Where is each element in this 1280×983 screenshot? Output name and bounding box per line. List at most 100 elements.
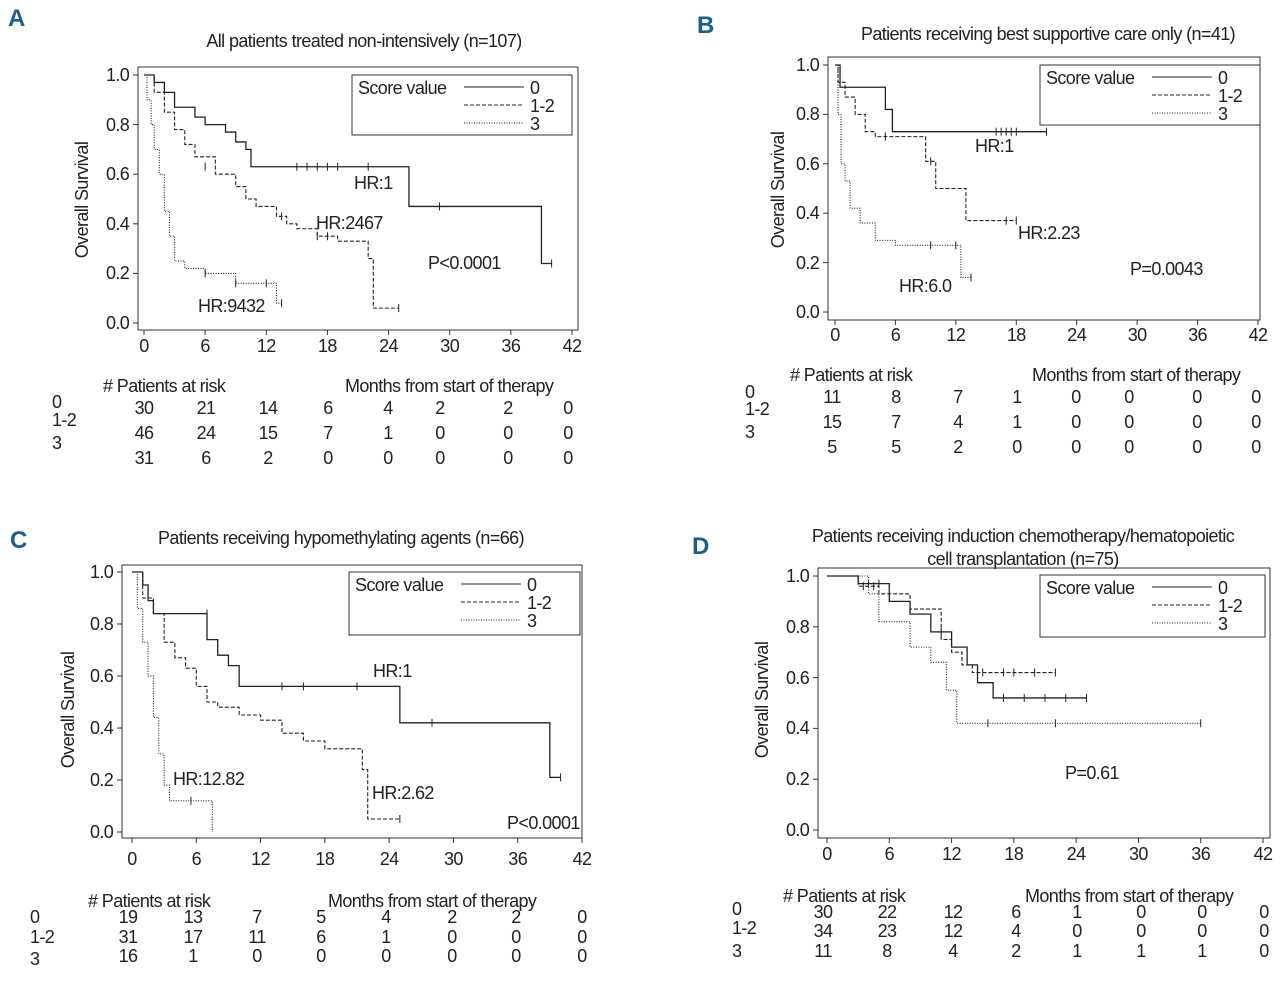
risk-count: 8 <box>882 941 892 961</box>
survival-curve-3 <box>132 571 213 832</box>
panel-label: C <box>10 527 28 554</box>
legend-entry: 3 <box>1218 614 1228 634</box>
risk-count: 2 <box>511 907 521 927</box>
x-tick-label: 6 <box>200 336 210 356</box>
survival-curve-1-2 <box>132 571 400 820</box>
x-tick-label: 6 <box>884 844 895 864</box>
survival-curve-0 <box>144 74 552 265</box>
legend-box <box>348 571 581 636</box>
p-value-label: P=0.61 <box>1065 763 1120 783</box>
risk-count: 0 <box>1192 387 1202 407</box>
legend-entry: 1-2 <box>527 593 552 613</box>
y-tick-label: 1.0 <box>106 65 130 85</box>
y-tick-label: 0.0 <box>796 302 820 322</box>
y-tick-label: 1.0 <box>90 562 114 582</box>
risk-count: 0 <box>383 448 393 468</box>
chart-title: Patients receiving hypomethylating agent… <box>158 528 525 548</box>
risk-count: 0 <box>1259 921 1269 941</box>
plot-frame <box>121 564 583 839</box>
risk-count: 0 <box>1124 412 1134 432</box>
legend-title: Score value <box>1046 68 1135 88</box>
x-tick-label: 6 <box>191 849 202 869</box>
x-tick-label: 24 <box>1066 844 1086 864</box>
legend-entry: 3 <box>1218 104 1228 124</box>
x-tick-label: 0 <box>127 849 137 869</box>
risk-count: 2 <box>263 448 273 468</box>
legend-entry: 3 <box>530 114 540 134</box>
risk-count: 0 <box>1192 437 1202 457</box>
risk-count: 0 <box>1197 921 1207 941</box>
y-tick-label: 0.2 <box>786 769 810 790</box>
risk-count: 0 <box>1197 902 1207 922</box>
y-tick-label: 0.4 <box>106 213 130 234</box>
risk-count: 1 <box>383 423 393 443</box>
risk-count: 0 <box>563 398 573 418</box>
survival-curve-0 <box>835 64 1047 133</box>
risk-count: 0 <box>435 423 445 443</box>
y-tick-label: 1.0 <box>796 55 820 75</box>
risk-count: 6 <box>323 398 333 418</box>
risk-group-label: 0 <box>745 382 755 402</box>
x-tick-label: 42 <box>562 336 582 356</box>
risk-count: 2 <box>503 398 513 418</box>
x-tick-label: 36 <box>1188 325 1207 345</box>
x-axis-label: Months from start of therapy <box>328 891 537 911</box>
risk-count: 5 <box>891 437 901 457</box>
x-tick-label: 30 <box>440 336 460 356</box>
risk-count: 0 <box>1124 437 1134 457</box>
x-tick-label: 18 <box>1004 844 1024 864</box>
legend-entry: 0 <box>1218 68 1228 88</box>
hazard-ratio-label: HR:1 <box>354 173 393 193</box>
survival-curve-0 <box>132 571 561 779</box>
y-tick-label: 0.0 <box>786 820 810 840</box>
risk-count: 8 <box>891 387 901 407</box>
x-tick-label: 12 <box>946 325 966 345</box>
risk-count: 15 <box>258 423 278 443</box>
x-tick-label: 0 <box>830 325 840 345</box>
risk-count: 7 <box>323 423 333 443</box>
x-tick-label: 12 <box>251 849 270 869</box>
legend-box <box>1039 64 1261 126</box>
risk-count: 0 <box>323 448 333 468</box>
y-tick-label: 0.6 <box>106 164 130 185</box>
hazard-ratio-label: HR:9432 <box>198 296 265 316</box>
plot-frame <box>137 66 579 331</box>
risk-group-label: 1-2 <box>52 410 77 430</box>
risk-count: 0 <box>1071 387 1081 407</box>
hazard-ratio-label: HR:2.62 <box>372 783 434 803</box>
x-tick-label: 36 <box>508 849 528 869</box>
x-tick-label: 18 <box>1006 325 1026 345</box>
risk-table-header: # Patients at risk <box>783 886 906 906</box>
risk-count: 1 <box>188 946 198 966</box>
plot-frame <box>827 56 1261 321</box>
risk-count: 0 <box>381 946 391 966</box>
risk-count: 0 <box>1012 437 1022 457</box>
legend-entry: 1-2 <box>530 96 555 116</box>
risk-count: 1 <box>1197 941 1207 961</box>
risk-group-label: 0 <box>732 899 742 919</box>
x-tick-label: 30 <box>1127 325 1147 345</box>
legend-title: Score value <box>355 575 444 595</box>
survival-curve-1-2 <box>827 575 1056 674</box>
p-value-label: P<0.0001 <box>428 253 501 273</box>
risk-group-label: 3 <box>30 949 40 969</box>
survival-curve-3 <box>144 74 282 304</box>
risk-count: 0 <box>1192 412 1202 432</box>
risk-count: 0 <box>1259 902 1269 922</box>
y-tick-label: 0.2 <box>106 263 130 284</box>
risk-count: 5 <box>316 907 326 927</box>
risk-count: 11 <box>248 927 266 947</box>
risk-table-header: # Patients at risk <box>103 376 226 396</box>
risk-count: 0 <box>511 927 521 947</box>
risk-count: 19 <box>118 907 138 927</box>
risk-count: 0 <box>1072 921 1082 941</box>
x-tick-label: 12 <box>942 844 961 864</box>
legend-entry: 1-2 <box>1218 86 1243 106</box>
x-tick-label: 30 <box>1129 844 1148 864</box>
legend-entry: 0 <box>1218 578 1228 598</box>
x-tick-label: 42 <box>1248 325 1268 345</box>
survival-curve-1-2 <box>144 74 399 309</box>
x-tick-label: 12 <box>256 336 276 356</box>
risk-group-label: 3 <box>745 422 755 442</box>
risk-group-label: 3 <box>732 941 742 961</box>
